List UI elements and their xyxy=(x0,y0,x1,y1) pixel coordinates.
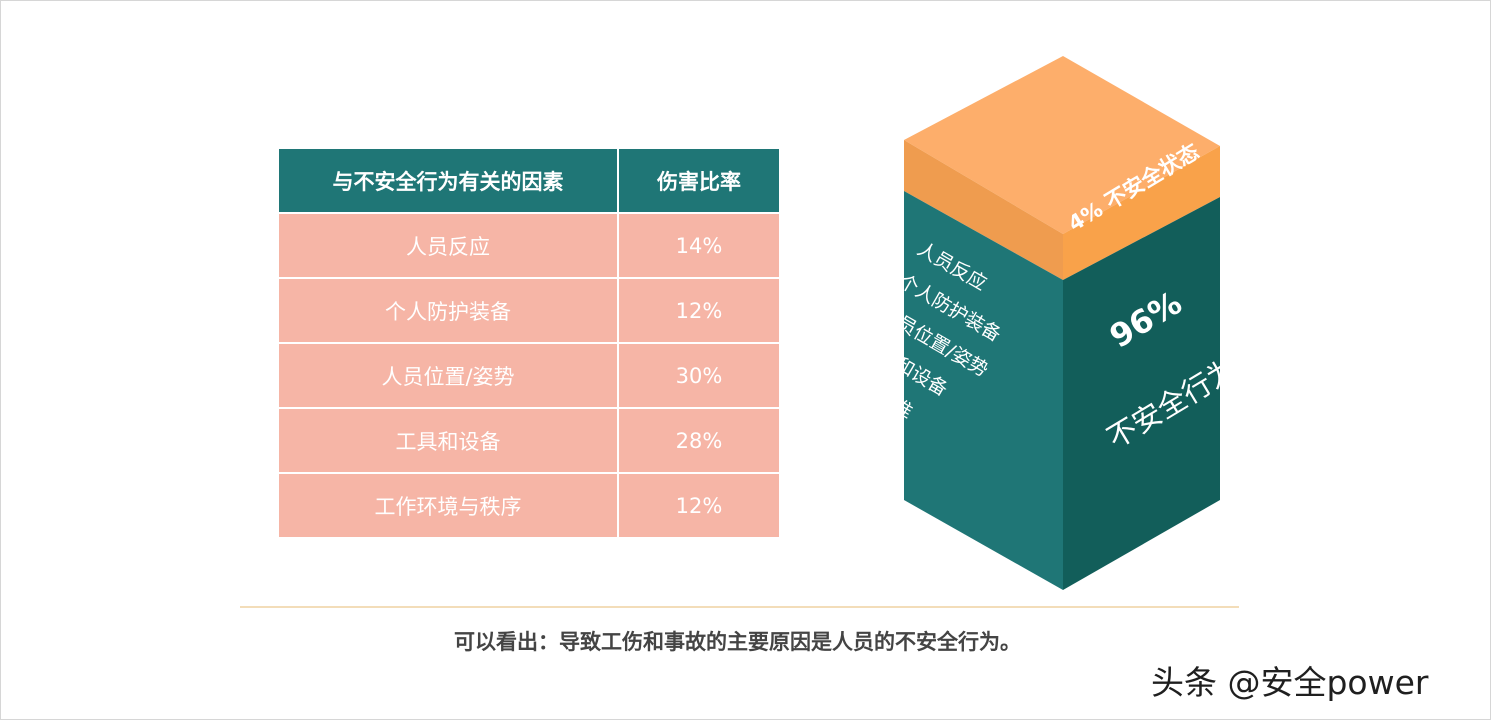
factor-cell: 工具和设备 xyxy=(279,408,619,474)
cube-top-face xyxy=(904,56,1220,234)
factor-cell: 人员反应 xyxy=(279,213,619,279)
rate-cell: 14% xyxy=(618,213,779,279)
table-row: 个人防护装备 12% xyxy=(279,278,779,344)
factor-cell: 工作环境与秩序 xyxy=(279,473,619,537)
cube-band-left xyxy=(904,140,1063,280)
rate-cell: 12% xyxy=(618,278,779,344)
table-row: 工具和设备 28% xyxy=(279,408,779,474)
table-row: 人员位置/姿势 30% xyxy=(279,343,779,409)
table-row: 工作环境与秩序 12% xyxy=(279,473,779,537)
rate-cell: 12% xyxy=(618,473,779,537)
watermark: 头条 @安全power xyxy=(1151,663,1429,702)
conclusion-text: 可以看出：导致工伤和事故的主要原因是人员的不安全行为。 xyxy=(454,630,1021,654)
table-row: 人员反应 14% xyxy=(279,213,779,279)
divider-line xyxy=(240,606,1239,608)
factor-cell: 人员位置/姿势 xyxy=(279,343,619,409)
rate-cell: 30% xyxy=(618,343,779,409)
cube-band-right xyxy=(1063,146,1220,280)
factor-cell: 个人防护装备 xyxy=(279,278,619,344)
cube-left-face xyxy=(904,191,1063,590)
header-factor: 与不安全行为有关的因素 xyxy=(279,149,619,214)
cube-right-face xyxy=(1063,197,1220,590)
factor-table: 与不安全行为有关的因素 伤害比率 人员反应 14% 个人防护装备 12% 人员位… xyxy=(279,149,779,537)
rate-cell: 28% xyxy=(618,408,779,474)
header-rate: 伤害比率 xyxy=(618,149,779,214)
table-header-row: 与不安全行为有关的因素 伤害比率 xyxy=(279,149,779,214)
